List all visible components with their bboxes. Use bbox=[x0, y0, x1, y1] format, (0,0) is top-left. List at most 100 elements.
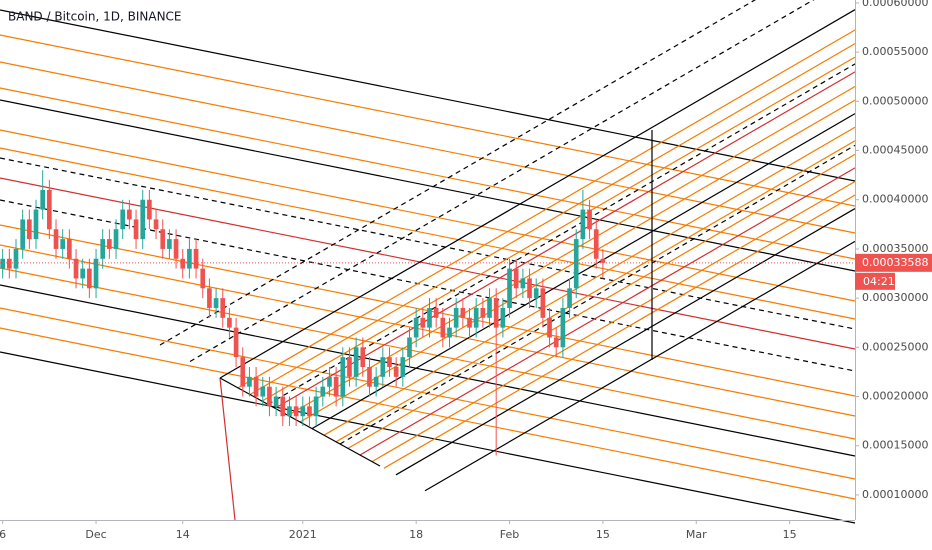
drawing-line bbox=[0, 34, 856, 207]
candle-body bbox=[380, 357, 386, 377]
marks bbox=[0, 170, 855, 456]
candle-body bbox=[40, 189, 46, 210]
candle-body bbox=[180, 258, 186, 269]
candle-body bbox=[393, 367, 399, 377]
candle-body bbox=[120, 209, 126, 230]
drawing-line bbox=[383, 194, 856, 469]
y-tick-label: 0.00050000 bbox=[862, 94, 928, 107]
drawing-line bbox=[189, 0, 815, 363]
candle-body bbox=[220, 298, 226, 318]
x-tick-label: Mar bbox=[686, 528, 707, 541]
candle-body bbox=[47, 189, 52, 230]
candle-body bbox=[53, 229, 59, 249]
chart-title: BAND / Bitcoin, 1D, BINANCE bbox=[8, 10, 182, 24]
candle-body bbox=[87, 268, 92, 289]
candle-body bbox=[273, 396, 279, 407]
candle-body bbox=[267, 386, 272, 407]
candle-body bbox=[127, 209, 132, 220]
candle-body bbox=[467, 317, 472, 328]
candle-body bbox=[13, 248, 19, 269]
candle-body bbox=[227, 317, 232, 328]
drawing-line bbox=[339, 144, 856, 445]
x-tick-label: 2021 bbox=[289, 528, 317, 541]
drawing-line bbox=[0, 244, 856, 417]
candle-body bbox=[280, 396, 286, 417]
candle-body bbox=[340, 357, 346, 397]
drawing-line bbox=[219, 9, 856, 379]
candle-body bbox=[460, 307, 466, 318]
drawing-line bbox=[219, 377, 236, 521]
candle-body bbox=[447, 327, 452, 338]
y-tick-label: 0.00035000 bbox=[862, 242, 928, 255]
candle-body bbox=[307, 406, 312, 417]
drawing-line bbox=[0, 351, 856, 524]
y-tick-label: 0.00030000 bbox=[862, 291, 928, 304]
candle-body bbox=[113, 229, 119, 249]
candle-body bbox=[73, 258, 79, 279]
candle-body bbox=[187, 248, 192, 269]
y-tick-label: 0.00010000 bbox=[862, 488, 928, 501]
drawing-line bbox=[0, 147, 856, 320]
candle-body bbox=[507, 268, 512, 308]
candle-body bbox=[287, 406, 292, 417]
candle-body bbox=[247, 376, 252, 387]
candle-body bbox=[480, 307, 486, 318]
candle-body bbox=[293, 406, 299, 417]
candle-body bbox=[100, 239, 106, 259]
drawing-line bbox=[0, 327, 856, 500]
candle-body bbox=[533, 288, 539, 299]
drawing-line bbox=[0, 61, 856, 234]
candle-body bbox=[433, 307, 439, 318]
drawing-line bbox=[237, 29, 856, 389]
drawing-line bbox=[0, 99, 856, 272]
candle-body bbox=[540, 288, 546, 318]
candle-body bbox=[427, 307, 432, 328]
candle-body bbox=[567, 288, 572, 308]
candle-body bbox=[553, 337, 559, 348]
candle-body bbox=[400, 357, 406, 377]
candle-body bbox=[367, 367, 372, 387]
y-tick-label: 0.00045000 bbox=[862, 144, 928, 157]
x-tick-label: 15 bbox=[783, 528, 797, 541]
x-tick-label: 14 bbox=[176, 528, 190, 541]
y-tick-label: 0.00025000 bbox=[862, 340, 928, 353]
candle-body bbox=[387, 357, 392, 368]
drawing-line bbox=[274, 71, 856, 409]
y-tick-label: 0.00015000 bbox=[862, 439, 928, 452]
drawing-line bbox=[335, 140, 856, 443]
candle-body bbox=[360, 347, 366, 368]
drawing-line bbox=[0, 284, 856, 457]
countdown: 04:21 bbox=[863, 275, 895, 288]
candle-body bbox=[200, 268, 206, 289]
candle-body bbox=[327, 376, 332, 387]
drawing-line bbox=[219, 377, 381, 467]
candle-body bbox=[407, 337, 412, 358]
drawing-line bbox=[261, 56, 856, 402]
candle-body bbox=[500, 307, 506, 328]
candle-body bbox=[213, 298, 219, 308]
x-tick-label: Feb bbox=[500, 528, 519, 541]
drawing-line bbox=[395, 208, 856, 476]
drawing-line bbox=[359, 167, 856, 456]
candle-body bbox=[347, 357, 352, 377]
candle-body bbox=[527, 278, 532, 299]
candle-body bbox=[153, 219, 159, 230]
candle-body bbox=[353, 347, 359, 377]
y-tick-label: 0.00020000 bbox=[862, 390, 928, 403]
drawing-line bbox=[0, 129, 856, 302]
candle-body bbox=[573, 239, 579, 289]
candle-body bbox=[593, 229, 599, 259]
candle-body bbox=[253, 376, 259, 397]
candle-body bbox=[333, 376, 339, 397]
candle-body bbox=[240, 357, 246, 387]
candle-body bbox=[20, 219, 26, 249]
candle-body bbox=[373, 376, 379, 387]
candle-body bbox=[260, 386, 266, 397]
candle-body bbox=[560, 307, 566, 348]
drawing-line bbox=[371, 180, 856, 463]
x-tick-label: Dec bbox=[85, 528, 106, 541]
candle-body bbox=[167, 239, 172, 249]
candle-body bbox=[80, 268, 86, 279]
